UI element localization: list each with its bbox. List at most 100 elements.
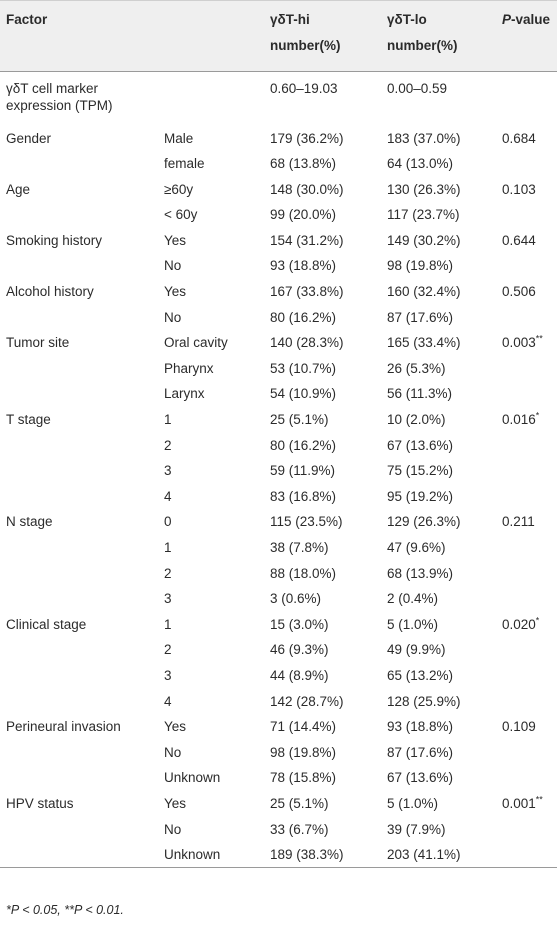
table-row: Perineural invasion Yes 71 (14.4%) 93 (18.8… (0, 714, 557, 740)
factor-cell: Age (6, 181, 31, 197)
lo-cell: 5 (1.0%) (387, 616, 439, 632)
factor-cell: HPV status (6, 795, 74, 811)
lo-cell: 160 (32.4%) (387, 284, 461, 300)
factor-cell (0, 842, 158, 869)
lo-cell: 68 (13.9%) (387, 565, 454, 581)
factor-cell (0, 458, 158, 484)
p-value-cell: 0.103 (502, 181, 536, 197)
p-value-cell (496, 458, 557, 484)
header-cell (158, 0, 262, 72)
table-row: No 33 (6.7%) 39 (7.9%) (0, 817, 557, 843)
hi-cell: 93 (18.8%) (270, 258, 337, 274)
p-value-cell: 0.684 (502, 130, 536, 146)
p-value-cell: 0.003** (502, 333, 543, 351)
subgroup-cell: female (164, 156, 205, 172)
lo-cell: 5 (1.0%) (387, 795, 439, 811)
header-text: number(%) (270, 38, 341, 53)
significance-mark: ** (535, 333, 543, 344)
table-row: Clinical stage 1 15 (3.0%) 5 (1.0%) 0.020* (0, 612, 557, 638)
lo-cell: 39 (7.9%) (387, 821, 446, 837)
factor-cell: T stage (6, 412, 51, 428)
lo-cell: 49 (9.9%) (387, 642, 446, 658)
p-value-cell (496, 433, 557, 459)
data-table: Factor γδT-hi number(%) γδT-lo number(%) P… (0, 0, 557, 869)
subgroup-cell: No (164, 258, 182, 274)
hi-cell: 25 (5.1%) (270, 795, 329, 811)
hi-cell: 53 (10.7%) (270, 360, 337, 376)
p-value-cell: 0.644 (502, 232, 536, 248)
table-row: Pharynx 53 (10.7%) 26 (5.3%) (0, 356, 557, 382)
factor-cell (0, 253, 158, 279)
factor-cell (0, 663, 158, 689)
factor-cell (0, 637, 158, 663)
p-value-cell (496, 663, 557, 689)
p-value-cell (496, 561, 557, 587)
p-value-cell (496, 842, 557, 869)
p-value-cell: 0.211 (502, 514, 535, 530)
table-row: Tumor site Oral cavity 140 (28.3%) 165 (33.… (0, 330, 557, 356)
p-value-cell: 0.020* (502, 615, 540, 632)
p-value-cell: 0.109 (502, 719, 536, 735)
lo-cell: 87 (17.6%) (387, 309, 454, 325)
p-value-cell: 0.016* (502, 410, 540, 428)
header-row: Factor γδT-hi number(%) γδT-lo number(%) P… (0, 0, 557, 72)
hi-cell: 83 (16.8%) (270, 488, 337, 504)
factor-cell (0, 561, 158, 587)
header-cell: γδT-hi number(%) (262, 0, 379, 72)
hi-cell: 46 (9.3%) (270, 642, 329, 658)
subgroup-cell: Pharynx (164, 360, 214, 376)
lo-cell: 67 (13.6%) (387, 437, 454, 453)
table-row: < 60y 99 (20.0%) 117 (23.7%) (0, 202, 557, 228)
subgroup-cell: No (164, 821, 182, 837)
factor-cell (0, 305, 158, 331)
table-row: 2 46 (9.3%) 49 (9.9%) (0, 637, 557, 663)
factor-cell (0, 356, 158, 382)
lo-cell: 183 (37.0%) (387, 130, 461, 146)
lo-cell: 95 (19.2%) (387, 488, 454, 504)
subgroup-cell: Unknown (164, 770, 221, 786)
hi-cell: 179 (36.2%) (270, 130, 344, 146)
lo-cell: 64 (13.0%) (387, 156, 454, 172)
lo-cell: 0.00–0.59 (387, 81, 448, 96)
subgroup-cell: 2 (164, 437, 172, 453)
factor-cell (0, 740, 158, 766)
lo-cell: 130 (26.3%) (387, 181, 461, 197)
hi-cell: 148 (30.0%) (270, 181, 344, 197)
hi-cell: 142 (28.7%) (270, 693, 344, 709)
p-value-cell (496, 305, 557, 331)
factor-cell (0, 765, 158, 791)
hi-cell: 33 (6.7%) (270, 821, 329, 837)
hi-cell: 68 (13.8%) (270, 156, 337, 172)
subgroup-cell: Oral cavity (164, 335, 228, 351)
subgroup-cell: Yes (164, 232, 187, 248)
table-row: Gender Male 179 (36.2%) 183 (37.0%) 0.684 (0, 126, 557, 152)
hi-cell: 88 (18.0%) (270, 565, 337, 581)
subgroup-cell: 2 (164, 565, 172, 581)
subgroup-cell: Unknown (158, 842, 262, 869)
subgroup-cell (158, 72, 262, 126)
p-value-cell (496, 689, 557, 715)
factor-cell: Clinical stage (6, 616, 87, 632)
subgroup-cell: 3 (164, 591, 172, 607)
hi-cell: 15 (3.0%) (270, 616, 329, 632)
p-value-cell (496, 253, 557, 279)
lo-cell: 203 (41.1%) (379, 842, 496, 869)
header-cell: P-value (496, 0, 557, 72)
subgroup-cell: Male (164, 130, 194, 146)
subgroup-cell: Larynx (164, 386, 205, 402)
header-text: -value (511, 12, 551, 27)
header-cell: Factor (0, 0, 158, 72)
factor-cell: Perineural invasion (6, 719, 121, 735)
hi-cell: 38 (7.8%) (270, 540, 329, 555)
significance-mark: ** (535, 794, 543, 805)
header-cell: γδT-lo number(%) (379, 0, 496, 72)
table-row: 2 88 (18.0%) 68 (13.9%) (0, 561, 557, 587)
subgroup-cell: 1 (164, 412, 172, 428)
factor-cell (0, 151, 158, 177)
p-value-cell (496, 151, 557, 177)
lo-cell: 98 (19.8%) (387, 258, 454, 274)
hi-cell: 44 (8.9%) (270, 667, 329, 683)
hi-cell: 115 (23.5%) (270, 514, 343, 530)
subgroup-cell: 4 (164, 693, 172, 709)
